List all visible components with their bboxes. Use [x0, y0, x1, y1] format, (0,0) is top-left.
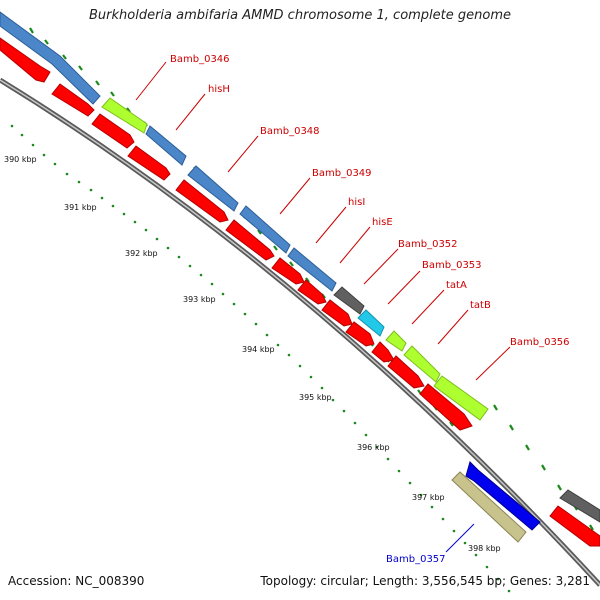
gene-label-bamb-0352[interactable]: Bamb_0352 [398, 239, 458, 250]
red-gene-10[interactable] [345, 321, 375, 347]
gene-label-bamb-0349[interactable]: Bamb_0349 [312, 168, 372, 179]
gene-hish-feature[interactable] [101, 97, 148, 134]
ruler-dots [10, 124, 511, 593]
reverse-strand-genes [0, 37, 600, 547]
gene-gray-right-feature[interactable] [559, 489, 600, 523]
red-gene-2[interactable] [51, 83, 95, 117]
gene-label-bamb-0348[interactable]: Bamb_0348 [260, 126, 320, 137]
red-gene-3[interactable] [91, 113, 135, 149]
red-gene-14[interactable] [549, 505, 600, 547]
gene-tata-feature[interactable] [385, 330, 407, 352]
red-gene-12[interactable] [387, 355, 425, 389]
red-gene-6[interactable] [225, 219, 275, 261]
gene-bamb-0352-feature[interactable] [333, 286, 365, 315]
red-gene-8[interactable] [297, 279, 327, 305]
ruler-label-393: 393 kbp [183, 295, 216, 304]
ruler-label-397: 397 kbp [412, 493, 445, 502]
ruler-label-395: 395 kbp [299, 393, 332, 402]
ruler-label-398: 398 kbp [468, 544, 501, 553]
gene-label-hisi[interactable]: hisI [348, 197, 365, 208]
gene-label-tatb[interactable]: tatB [470, 300, 491, 311]
red-gene-5[interactable] [175, 179, 229, 223]
gene-bamb-0349-feature[interactable] [187, 165, 239, 212]
accession-label: Accession: NC_008390 [8, 574, 145, 588]
ruler-label-390: 390 kbp [4, 155, 37, 164]
gene-navy-feature[interactable] [465, 461, 541, 531]
gene-bamb-0357-feature[interactable] [451, 471, 527, 543]
red-gene-9[interactable] [321, 299, 353, 327]
gene-tatb-feature[interactable] [403, 345, 441, 383]
ruler-label-396: 396 kbp [357, 443, 390, 452]
gene-label-hise[interactable]: hisE [372, 217, 393, 228]
gene-bamb-0356-feature[interactable] [433, 375, 489, 421]
red-gene-4[interactable] [127, 145, 171, 181]
gene-bamb-0346-feature[interactable] [0, 11, 101, 105]
gene-label-bamb-0357[interactable]: Bamb_0357 [386, 554, 446, 565]
gene-bamb-0348-feature[interactable] [145, 125, 187, 166]
red-gene-7[interactable] [271, 257, 305, 285]
red-gene-11[interactable] [371, 341, 395, 363]
ruler-label-392: 392 kbp [125, 249, 158, 258]
map-title: Burkholderia ambifaria AMMD chromosome 1… [88, 8, 512, 23]
red-gene-1[interactable] [0, 37, 51, 83]
genome-summary: Topology: circular; Length: 3,556,545 bp… [260, 574, 590, 588]
gene-label-tata[interactable]: tatA [446, 280, 467, 291]
red-gene-13[interactable] [419, 383, 473, 431]
gene-hise-feature[interactable] [287, 247, 337, 292]
gene-label-hish[interactable]: hisH [208, 84, 230, 95]
gene-hisi-feature[interactable] [239, 205, 291, 254]
ruler-label-391: 391 kbp [64, 203, 97, 212]
gene-bamb-0353-feature[interactable] [357, 309, 385, 337]
gene-label-bamb-0346[interactable]: Bamb_0346 [170, 54, 230, 65]
gene-label-bamb-0353[interactable]: Bamb_0353 [422, 260, 482, 271]
gene-label-bamb-0356[interactable]: Bamb_0356 [510, 337, 570, 348]
ruler-label-394: 394 kbp [242, 345, 275, 354]
